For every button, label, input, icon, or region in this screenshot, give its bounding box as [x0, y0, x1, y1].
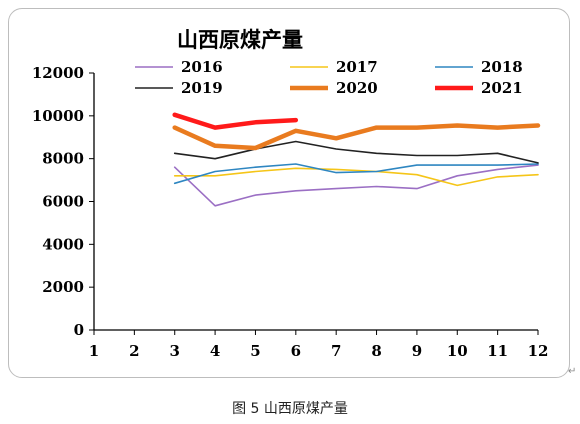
- x-tick-label: 1: [89, 342, 99, 360]
- legend-label-2019: 2019: [181, 79, 223, 97]
- series-line-2018: [173, 163, 539, 185]
- legend-label-2021: 2021: [481, 79, 523, 97]
- y-tick-label: 10000: [32, 107, 84, 125]
- legend-label-2017: 2017: [336, 58, 378, 76]
- return-mark: ↵: [568, 366, 577, 377]
- series-line-2019: [173, 140, 539, 164]
- chart-title: 山西原煤产量: [177, 27, 303, 52]
- series-line-2016: [173, 164, 539, 207]
- x-tick-label: 9: [412, 342, 422, 360]
- x-tick-label: 4: [210, 342, 220, 360]
- series-line-2021: [172, 112, 299, 130]
- x-tick-label: 8: [371, 342, 381, 360]
- y-tick-label: 8000: [42, 150, 84, 168]
- x-tick-label: 5: [250, 342, 260, 360]
- chart-frame: [8, 8, 570, 378]
- x-tick-label: 2: [129, 342, 139, 360]
- y-tick-label: 4000: [42, 235, 84, 253]
- y-tick-label: 2000: [42, 278, 84, 296]
- y-tick-label: 0: [74, 321, 84, 339]
- x-tick-label: 6: [291, 342, 301, 360]
- legend-label-2016: 2016: [181, 58, 223, 76]
- x-tick-label: 3: [170, 342, 180, 360]
- series-layer: [172, 112, 541, 207]
- x-tick-label: 11: [487, 342, 508, 360]
- figure-caption: 图 5 山西原煤产量: [232, 401, 348, 417]
- legend-label-2018: 2018: [481, 58, 523, 76]
- legend-label-2020: 2020: [336, 79, 378, 97]
- y-tick-label: 6000: [42, 193, 84, 211]
- x-tick-label: 10: [447, 342, 468, 360]
- x-tick-label: 12: [528, 342, 549, 360]
- series-line-2017: [173, 167, 539, 187]
- y-tick-label: 12000: [32, 64, 84, 82]
- x-tick-label: 7: [331, 342, 341, 360]
- legend: 2016 2017 2018 2019 2020 2021: [135, 58, 523, 97]
- series-line-2020: [172, 123, 541, 151]
